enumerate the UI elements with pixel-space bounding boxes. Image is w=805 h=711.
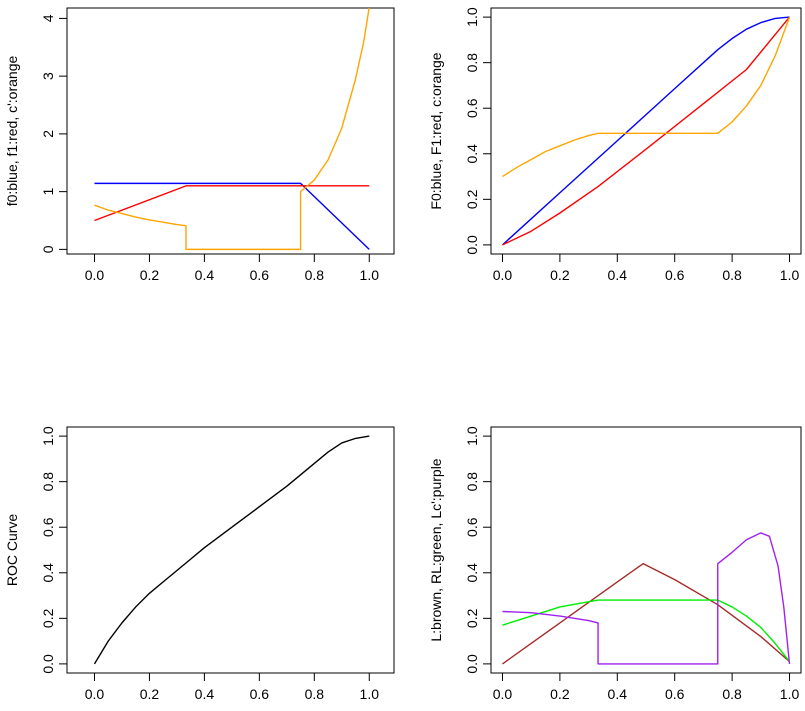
panel-1-x-tick-label: 0.8 [305,267,325,283]
panel-2-y-axis-label: F0:blue, F1:red, c:orange [428,52,444,209]
panel-3-y-tick-label: 1.0 [40,426,56,446]
panel-4-y-tick-label: 0.0 [464,654,480,674]
panel-1-x-tick-label: 0.4 [195,267,215,283]
panel-1-x-tick-label: 0.2 [140,267,160,283]
panel-2-x-tick-label: 1.0 [780,267,800,283]
panel-1-y-tick-label: 3 [40,72,56,80]
panel-4-y-tick-label: 0.8 [464,472,480,492]
panel-2-y-tick-label: 1.0 [464,7,480,27]
panel-4-y-axis-label: L:brown, RL:green, Lc':purple [428,458,444,641]
panel-2-x-tick-label: 0.6 [665,267,685,283]
panel-2-y-tick-label: 0.6 [464,98,480,118]
panel-1-y-tick-label: 4 [40,14,56,22]
panel-3-x-tick-label: 0.4 [195,686,215,702]
panel-2-series-line-3 [502,16,791,178]
panel-3-x-tick-label: 1.0 [360,686,380,702]
panel-4-x-tick-label: 0.6 [665,686,685,702]
panel-4-x-tick-label: 0.2 [550,686,570,702]
panel-1-series-line-2 [94,185,370,222]
panel-3-plot-frame [66,426,395,674]
panel-1-x-tick-label: 0.0 [85,267,105,283]
panel-2-y-tick-label: 0.0 [464,235,480,255]
panel-1-series-line-3 [94,8,370,251]
panel-3-y-tick-label: 0.6 [40,517,56,537]
panel-1-y-axis-label: f0:blue, f1:red, c':orange [4,56,20,207]
panel-3-x-tick-label: 0.6 [250,686,270,702]
panel-4-series-line-3 [502,532,791,665]
panel-3-y-tick-label: 0.2 [40,608,56,628]
panel-4-y-tick-label: 1.0 [464,426,480,446]
panel-3-y-tick-label: 0.4 [40,563,56,583]
panel-3-x-tick-label: 0.2 [140,686,160,702]
panel-2-x-tick-label: 0.4 [608,267,628,283]
panel-2-y-tick-label: 0.4 [464,144,480,164]
panel-2-series-line-2 [502,16,791,246]
panel-4-series-line-1 [502,562,790,665]
panel-3-series-line-1 [93,435,370,665]
panel-4-series-line-2 [502,599,791,663]
panel-2-series-line-1 [502,16,790,246]
panel-4-x-tick-label: 0.0 [493,686,513,702]
panel-2-y-tick-label: 0.8 [464,53,480,73]
panel-4-y-tick-label: 0.2 [464,608,480,628]
panel-3-y-tick-label: 0.8 [40,472,56,492]
panel-2-y-tick-label: 0.2 [464,189,480,209]
panel-4-y-tick-label: 0.4 [464,563,480,583]
panel-1-x-tick-label: 1.0 [360,267,380,283]
panel-3-y-tick-label: 0.0 [40,654,56,674]
panel-1-plot-frame [66,7,395,255]
panel-1-y-tick-label: 2 [40,130,56,138]
panel-2-x-tick-label: 0.0 [493,267,513,283]
panel-1-y-tick-label: 1 [40,188,56,196]
panel-2-plot-frame [490,7,802,255]
panel-4-x-tick-label: 0.4 [608,686,628,702]
panel-1-series-line-1 [94,182,370,250]
panel-2-x-tick-label: 0.8 [722,267,742,283]
panel-3-x-tick-label: 0.8 [305,686,325,702]
panel-3-y-axis-label: ROC Curve [4,514,20,587]
panel-4-x-tick-label: 0.8 [722,686,742,702]
panel-1-x-tick-label: 0.6 [250,267,270,283]
panel-2-x-tick-label: 0.2 [550,267,570,283]
panel-1-y-tick-label: 0 [40,245,56,253]
panel-3-x-tick-label: 0.0 [85,686,105,702]
panel-4-x-tick-label: 1.0 [780,686,800,702]
panel-4-y-tick-label: 0.6 [464,517,480,537]
panel-4-plot-frame [490,426,802,674]
